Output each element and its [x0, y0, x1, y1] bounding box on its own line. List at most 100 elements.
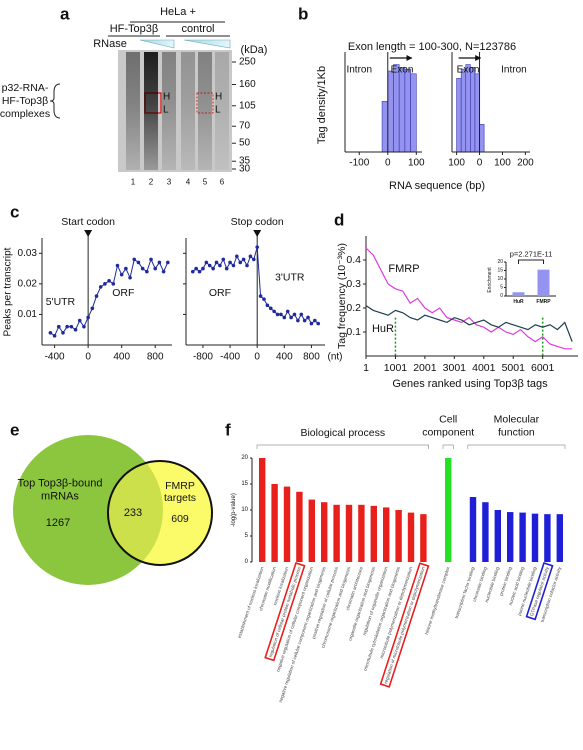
point	[56, 324, 61, 329]
point	[103, 282, 107, 286]
point	[279, 312, 283, 317]
panel-letter: d	[334, 211, 344, 230]
bar	[271, 484, 278, 562]
point	[224, 266, 229, 271]
gel-title: HeLa +	[160, 6, 196, 18]
x-tick-label: 6001	[531, 362, 555, 374]
y-tick-label: 15	[241, 481, 248, 487]
marker-label: 250	[239, 57, 256, 68]
point	[289, 315, 293, 320]
bar	[512, 292, 525, 296]
point	[90, 306, 95, 311]
point	[292, 312, 297, 317]
x-tick-label: 0	[85, 352, 91, 363]
y-tick-label: 0.02	[18, 278, 38, 289]
gel-lane	[215, 52, 229, 170]
gel-unit: (kDa)	[241, 44, 268, 56]
x-tick-label: -400	[45, 352, 65, 363]
group-bracket	[256, 444, 429, 449]
region-label: Exon	[391, 65, 414, 76]
point	[98, 285, 103, 289]
venn-count: 1267	[46, 517, 70, 529]
point	[221, 257, 226, 262]
y-tick-label: 15	[497, 268, 503, 274]
bar	[531, 513, 539, 562]
gel-group: HF-Top3β	[110, 23, 159, 35]
y-axis-label: Tag frequency (10⁻³%)	[336, 243, 348, 349]
y-tick-label: 0.4	[346, 254, 361, 266]
region-label: Exon	[457, 65, 480, 76]
group-label: Biological process	[300, 427, 385, 439]
point	[275, 312, 280, 317]
highlight-box	[525, 562, 554, 621]
point	[204, 260, 209, 265]
bar	[507, 512, 514, 562]
point	[282, 315, 287, 320]
x-tick-label: 100	[448, 158, 465, 169]
x-tick-label: protein binding	[499, 566, 513, 597]
annotation: p=2.271E-11	[510, 250, 553, 259]
point	[272, 309, 276, 314]
point	[197, 269, 202, 274]
band-label: L	[215, 105, 221, 116]
point	[52, 334, 57, 338]
point	[218, 263, 222, 268]
point	[228, 260, 232, 265]
hist-bar	[398, 67, 406, 153]
y-axis-label: Tag density/1Kb	[316, 66, 328, 144]
x-axis-label: RNA sequence (bp)	[389, 180, 485, 192]
panel-letter: f	[225, 421, 231, 440]
lane-number: 5	[203, 178, 208, 187]
point	[296, 318, 300, 323]
y-tick-label: 5	[500, 285, 503, 291]
y-tick-label: 20	[497, 259, 503, 265]
lane-number: 4	[186, 178, 191, 187]
x-tick-label: 200	[517, 158, 534, 169]
hist-bar	[381, 101, 389, 153]
gel-lane	[144, 52, 158, 170]
x-tick-label: HuR	[513, 299, 524, 305]
point	[214, 260, 219, 265]
x-tick-label: -800	[193, 352, 213, 363]
point	[65, 324, 69, 329]
point	[194, 266, 198, 271]
point	[238, 260, 243, 265]
venn-label: FMRP targets	[164, 480, 196, 504]
bar	[333, 504, 340, 562]
codon-marker	[253, 230, 262, 237]
category-label-group: protein binding	[499, 566, 513, 597]
y-tick-label: 0	[500, 293, 503, 299]
hist-bar	[474, 73, 480, 153]
x-tick-label: 0	[477, 158, 483, 169]
x-tick-label: 800	[147, 352, 164, 363]
marker-label: 30	[239, 164, 251, 175]
point	[211, 266, 215, 271]
bar	[519, 512, 526, 562]
point	[82, 324, 86, 329]
significance-bracket	[518, 259, 544, 264]
y-tick-label: 5	[245, 533, 249, 539]
point	[77, 318, 82, 323]
series-label: HuR	[372, 323, 394, 335]
group-bracket	[442, 444, 454, 449]
group-label: Molecular function	[494, 414, 540, 439]
hist-bar	[404, 68, 411, 153]
point	[107, 279, 111, 283]
x-tick-label: 100	[408, 158, 425, 169]
point	[306, 315, 310, 320]
bar	[395, 510, 402, 562]
panel-letter: b	[298, 5, 308, 24]
chart-title: Exon length = 100-300, N=123786	[348, 41, 516, 53]
point	[128, 275, 132, 280]
panel-letter: c	[10, 203, 19, 222]
bar	[494, 510, 501, 562]
point	[157, 260, 162, 265]
region-label: Intron	[501, 65, 527, 76]
bar	[283, 486, 291, 562]
group-bracket	[467, 444, 566, 449]
x-tick-label: -400	[220, 352, 240, 363]
point	[316, 321, 321, 326]
region-label: ORF	[209, 287, 231, 299]
hist-bar	[460, 68, 467, 153]
x-tick-label: -100	[349, 158, 369, 169]
